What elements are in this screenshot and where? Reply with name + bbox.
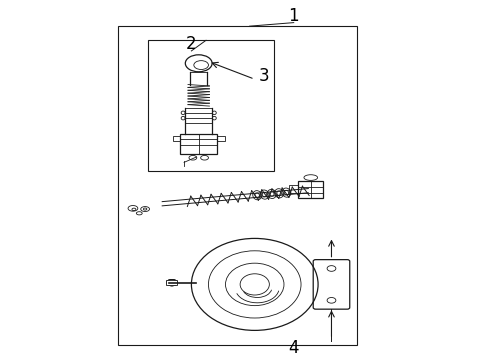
Bar: [118, 26, 357, 345]
Bar: [217, 136, 224, 141]
Bar: [147, 40, 274, 171]
Bar: [298, 181, 323, 198]
Bar: [173, 136, 180, 141]
Text: 1: 1: [289, 6, 299, 24]
Text: 4: 4: [289, 339, 299, 357]
Bar: [166, 280, 177, 285]
Text: 2: 2: [186, 35, 196, 53]
Ellipse shape: [185, 55, 212, 72]
Bar: [180, 134, 217, 153]
Text: 3: 3: [259, 67, 270, 85]
Bar: [289, 185, 298, 193]
